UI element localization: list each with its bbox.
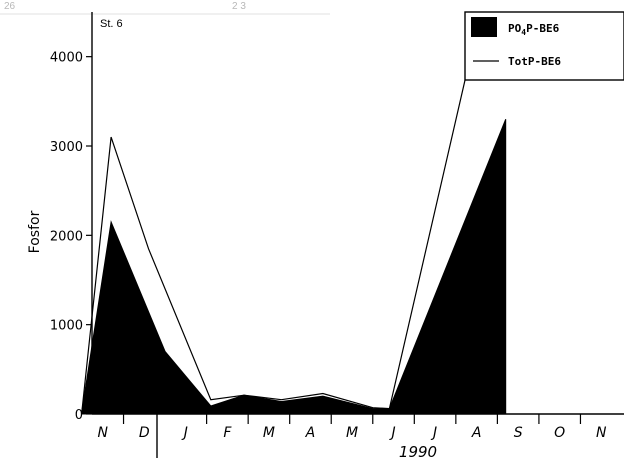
legend-swatch-po4p <box>471 17 497 37</box>
header-mark-center: 2 3 <box>232 1 246 12</box>
year-label: 1990 <box>399 443 437 460</box>
legend: PO4P-BE6 TotP-BE6 <box>464 11 624 81</box>
x-tick-label: N <box>98 425 109 441</box>
x-tick-label: A <box>305 425 316 441</box>
series-area-po4p <box>81 119 507 415</box>
station-label: St. 6 <box>100 18 123 30</box>
x-tick-label: A <box>471 425 482 441</box>
series-line-layer <box>81 11 488 411</box>
x-tick-label: S <box>514 425 523 441</box>
x-tick-label: N <box>596 425 607 441</box>
y-tick-label: 1000 <box>50 319 83 334</box>
x-tick-label: D <box>139 425 150 441</box>
y-ticks: 0 1000 2000 3000 4000 <box>50 51 92 423</box>
y-tick-label: 0 <box>75 408 83 423</box>
x-tick-label: J <box>430 425 437 441</box>
series-area-layer <box>81 119 507 415</box>
y-tick-label: 4000 <box>50 51 83 66</box>
x-tick-label: J <box>388 425 395 441</box>
series-line-totp <box>81 11 488 411</box>
y-tick-label: 2000 <box>50 229 83 244</box>
y-tick-label: 3000 <box>50 140 83 155</box>
x-tick-label: O <box>554 425 565 441</box>
header-mark-left: 26 <box>4 1 16 12</box>
y-axis-title: Fosfor <box>27 210 43 253</box>
legend-label-totp: TotP-BE6 <box>508 55 561 68</box>
x-tick-label: F <box>223 425 232 441</box>
x-tick-label: M <box>263 425 275 441</box>
x-tick-label: M <box>346 425 358 441</box>
x-tick-label: J <box>181 425 188 441</box>
legend-label-po4p: PO4P-BE6 <box>508 22 560 37</box>
